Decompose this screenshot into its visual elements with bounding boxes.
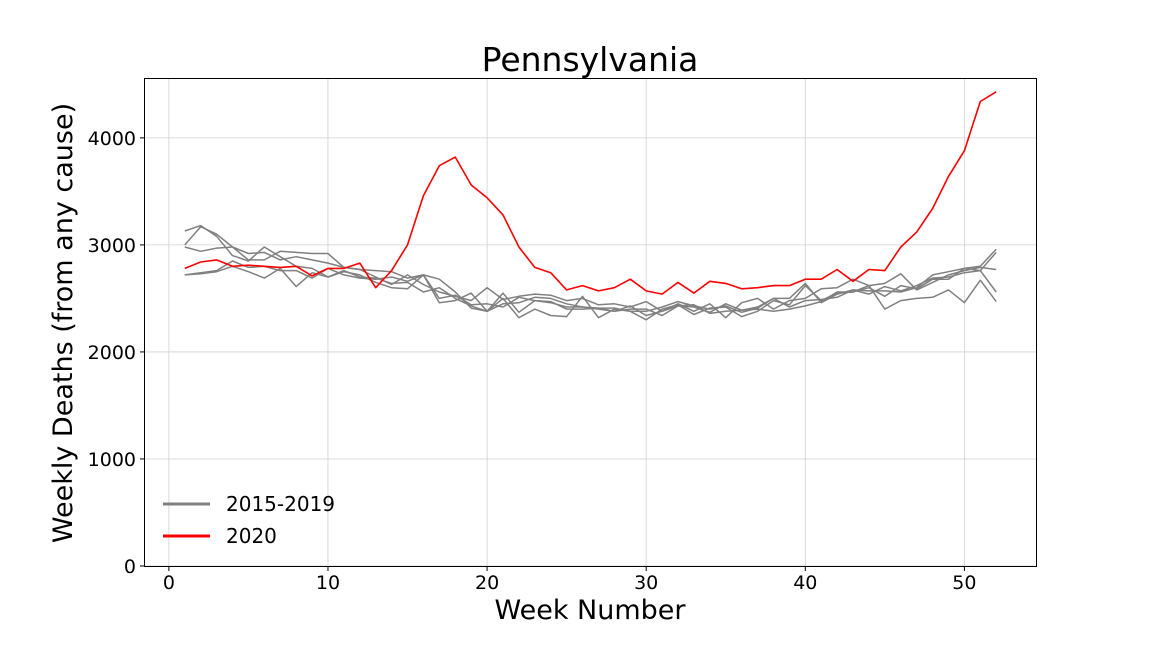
x-tick-label: 10 [316,572,340,594]
x-tick-label: 0 [163,572,175,594]
x-tick-label: 50 [952,572,976,594]
x-axis-label: Week Number [494,595,686,626]
series-line-2015-2019-5 [184,225,997,319]
legend-label: 2015-2019 [226,492,335,516]
series-line-2015-2019-3 [184,251,997,314]
y-axis-label: Weekly Deaths (from any cause) [48,103,79,543]
x-tick-label: 30 [634,572,658,594]
plot-series [184,91,997,321]
axis-ticks: 0 10 20 30 40 50 0 1000 2000 3000 4000 [88,128,977,594]
series-line-2015-2019-2 [184,246,997,317]
x-tick-label: 40 [793,572,817,594]
series-line-2015-2019-4 [184,248,997,317]
x-tick-label: 20 [475,572,499,594]
chart-title: Pennsylvania [482,40,699,79]
series-line-2020-6 [184,91,997,295]
y-tick-label: 3000 [88,235,136,257]
y-tick-label: 1000 [88,449,136,471]
legend-label: 2020 [226,524,277,548]
y-tick-label: 0 [124,556,136,578]
legend: 2015-2019 2020 [163,492,335,548]
y-tick-label: 2000 [88,342,136,364]
y-tick-label: 4000 [88,128,136,150]
plot-frame [144,78,1037,567]
